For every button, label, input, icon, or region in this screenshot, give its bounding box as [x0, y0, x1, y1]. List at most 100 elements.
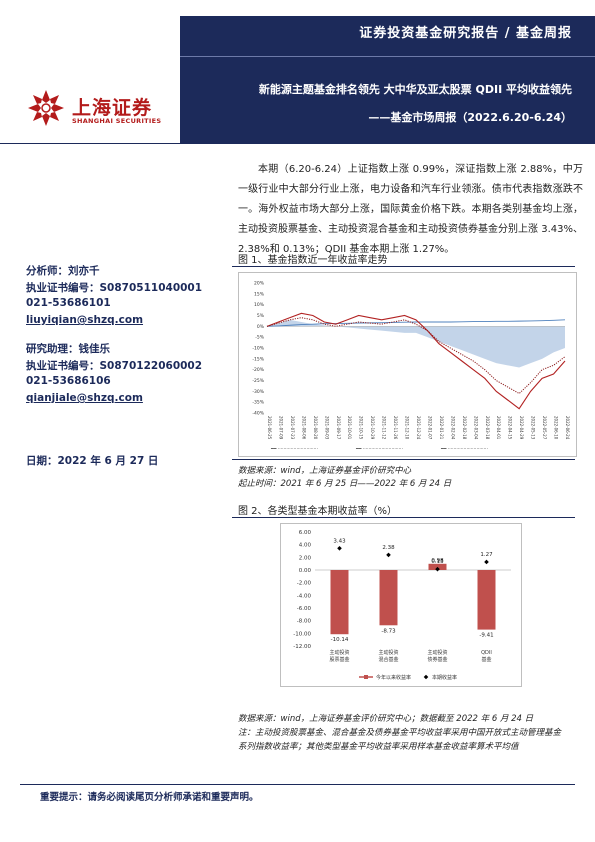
figure1-y-tick: -35%: [252, 400, 264, 406]
figure1-title: 图 1、基金指数近一年收益率走势: [238, 255, 388, 266]
figure1-chart: 20% 15% 10% 5% 0% -5% -10% -15% -20% -25% -30% -35%…: [238, 272, 577, 457]
figure1-y-tick: -40%: [252, 411, 264, 417]
figure2-y-tick: -2.00: [297, 581, 312, 587]
footer-disclaimer: 重要提示：请务必阅读尾页分析师承诺和重要声明。: [40, 792, 259, 803]
figure1-x-tick: 2022-05-13: [531, 416, 536, 440]
brand-name-en: SHANGHAI SECURITIES: [72, 117, 162, 125]
figure1-period: 起止时间：2021 年 6 月 25 日——2022 年 6 月 24 日: [238, 479, 452, 489]
figure1-x-tick: 2021-10-01: [347, 416, 352, 440]
figure2-legend-week: 本期收益率: [432, 674, 457, 681]
figure1-x-tick: 2021-07-23: [290, 416, 295, 440]
figure1-x-tick: 2021-12-24: [416, 416, 421, 440]
figure2-marker: [337, 545, 342, 551]
analyst-name: 分析师：刘亦千: [26, 265, 100, 277]
figure2-marker-label: 3.43: [333, 538, 346, 544]
figure1-x-tick: 2022-01-21: [439, 416, 444, 440]
report-subtitle: ——基金市场周报（2022.6.20-6.24）: [368, 111, 572, 124]
analyst-email-link[interactable]: liuyiqian@shzq.com: [26, 314, 144, 326]
figure1-x-tick: 2021-10-29: [370, 416, 375, 440]
figure1-x-tick: 2021-11-12: [382, 416, 387, 440]
figure1-x-tick: 2021-11-26: [393, 416, 398, 440]
figure2-bar-label: -9.41: [479, 633, 493, 639]
figure2-category-label: 股票基金: [329, 656, 349, 663]
summary-paragraph: 本期（6.20-6.24）上证指数上涨 0.99%，深证指数上涨 2.88%，中…: [238, 164, 583, 255]
figure1-y-tick: 0%: [257, 324, 265, 330]
assistant-email-link[interactable]: qianjiale@shzq.com: [26, 392, 143, 404]
figure1-x-tick: 2021-12-10: [405, 416, 410, 440]
figure1-series-blue: [266, 319, 566, 327]
figure1-y-tick: 15%: [254, 291, 265, 297]
figure2-category-label: 主动投资: [378, 649, 398, 656]
figure1-y-tick: -5%: [255, 335, 264, 341]
figure2-legend-marker-ytd: [364, 675, 368, 679]
figure2-y-tick: -12.00: [293, 644, 311, 650]
figure1-y-tick: -20%: [252, 367, 264, 373]
figure2-category-label: 主动投资: [329, 649, 349, 656]
figure1-legend-1: ━━ ····························: [271, 447, 318, 452]
figure2-y-tick: 2.00: [299, 555, 312, 561]
figure2-legend-marker-week: [423, 674, 429, 680]
figure2-category-label: 主动投资: [427, 649, 447, 656]
figure2-chart: 6.00 4.00 2.00 0.00 -2.00 -4.00 -6.00 -8.00 -10.…: [280, 523, 522, 687]
assistant-cert: 执业证书编号：S0870122060002: [26, 360, 203, 372]
figure1-y-tick: 20%: [254, 281, 265, 287]
figure1-legend-3: ━━ ····························: [441, 447, 488, 452]
figure1-y-tick: 5%: [257, 313, 265, 319]
figure1-x-tick: 2021-09-03: [324, 416, 329, 440]
figure2-bar: [330, 570, 349, 635]
figure2-y-tick: -8.00: [297, 619, 312, 625]
figure2-marker-label: 2.38: [382, 545, 395, 551]
figure2-y-tick: 4.00: [299, 543, 312, 549]
figure1-x-tick: 2022-06-24: [565, 416, 570, 440]
figure2-y-tick: -4.00: [297, 593, 312, 599]
figure2-y-tick: 0.00: [299, 568, 312, 574]
figure1-x-tick: 2022-05-27: [542, 416, 547, 440]
footer-rule: [20, 784, 575, 785]
figure1-x-tick: 2021-08-20: [313, 416, 318, 440]
analyst-cert: 执业证书编号：S0870511040001: [26, 282, 203, 294]
figure1-x-tick: 2022-04-01: [496, 416, 501, 440]
figure1-x-tick: 2022-02-18: [462, 416, 467, 440]
figure2-marker: [435, 566, 440, 572]
figure1-bottom-rule: [232, 459, 575, 460]
figure1-x-tick: 2021-08-06: [301, 416, 306, 440]
figure2-note: 注：主动投资股票基金、混合基金及债券基金平均收益率采用中国开放式主动管理基金系列…: [238, 728, 562, 752]
figure1-rule: [232, 266, 575, 267]
figure1-x-tick: 2022-01-07: [427, 416, 432, 440]
figure1-legend-2: ━━ ····························: [356, 447, 403, 452]
report-date: 日期：2022 年 6 月 27 日: [26, 455, 159, 467]
figure1-x-tick: 2021-06-25: [267, 416, 272, 440]
header-divider: [180, 56, 595, 57]
report-title: 新能源主题基金排名领先 大中华及亚太股票 QDII 平均收益领先: [258, 83, 572, 96]
figure1-series-red-dotted: [266, 317, 566, 395]
figure2-category-label: 混合基金: [378, 656, 398, 663]
figure2-marker: [386, 552, 391, 558]
report-category-label: 证券投资基金研究报告 / 基金周报: [359, 26, 572, 41]
figure1-x-tick: 2022-04-15: [508, 416, 513, 440]
figure2-y-tick: 6.00: [299, 530, 312, 536]
figure2-y-tick: -6.00: [297, 606, 312, 612]
assistant-phone: 021-53686106: [26, 375, 111, 387]
figure1-line-chart: 20% 15% 10% 5% 0% -5% -10% -15% -20% -25% -30% -35%…: [252, 281, 570, 440]
figure2-title: 图 2、各类型基金本期收益率（%）: [238, 506, 398, 517]
figure1-source: 数据来源：wind，上海证券基金评价研究中心: [238, 466, 412, 476]
figure1-x-tick: 2022-02-04: [450, 416, 455, 440]
figure2-bar-label: 0.98: [431, 558, 444, 564]
figure2-rule: [232, 517, 575, 518]
figure1-x-tick: 2021-07-09: [278, 416, 283, 440]
figure1-area-series: [267, 319, 565, 368]
figure1-x-tick: 2022-03-04: [473, 416, 478, 440]
header-banner: [180, 16, 595, 143]
header-top-strip: [180, 0, 595, 16]
figure1-x-tick: 2022-06-10: [554, 416, 559, 440]
figure2-bar: [379, 570, 398, 626]
figure2-category-label: QDII: [481, 650, 492, 656]
shanghai-securities-logo-icon: [28, 90, 64, 126]
figure1-x-tick: 2022-04-29: [519, 416, 524, 440]
figure2-bar: [477, 570, 496, 630]
figure1-y-tick: 10%: [254, 302, 265, 308]
header-bottom-rule: [0, 143, 595, 144]
figure1-series-red: [266, 312, 566, 410]
assistant-name: 研究助理：钱佳乐: [26, 343, 110, 355]
analyst-phone: 021-53686101: [26, 297, 111, 309]
